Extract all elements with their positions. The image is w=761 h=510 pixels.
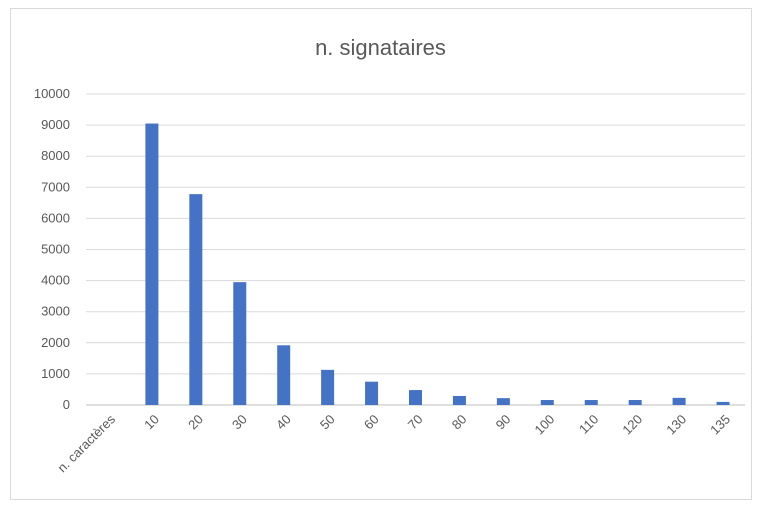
bar [584, 400, 598, 405]
chart-title: n. signataires [315, 35, 446, 60]
y-tick-label: 8000 [41, 148, 70, 163]
bar [628, 400, 642, 405]
bar [452, 395, 466, 405]
x-tick-label: 60 [361, 412, 382, 433]
x-tick-label: n. caractères [54, 411, 118, 475]
x-tick-label: 100 [531, 412, 557, 438]
y-tick-label: 5000 [41, 242, 70, 257]
x-tick-label: 130 [663, 412, 689, 438]
x-tick-label: 110 [576, 412, 601, 437]
x-tick-label: 20 [185, 412, 206, 433]
y-tick-label: 4000 [41, 273, 70, 288]
bar [409, 390, 422, 405]
bar [233, 282, 247, 405]
bar [496, 398, 510, 405]
bar [321, 369, 335, 405]
x-tick-label: 10 [141, 412, 162, 433]
x-tick-label: 70 [405, 412, 426, 433]
y-tick-label: 3000 [41, 304, 70, 319]
bar [145, 123, 159, 406]
y-tick-label: 9000 [41, 117, 70, 132]
x-axis-ticks: n. caractères 10 20 30 40 50 60 70 80 90 100 110 120… [54, 411, 733, 475]
y-tick-label: 6000 [41, 210, 70, 225]
y-tick-label: 0 [63, 397, 70, 412]
x-tick-label: 90 [493, 412, 514, 433]
bar [365, 381, 379, 405]
bar [540, 400, 554, 405]
bars [145, 123, 730, 406]
x-tick-label: 50 [317, 412, 338, 433]
bar [277, 345, 291, 405]
x-tick-label: 30 [229, 412, 250, 433]
x-tick-label: 135 [707, 412, 733, 438]
x-tick-label: 80 [449, 412, 470, 433]
y-tick-label: 7000 [41, 179, 70, 194]
bar [189, 194, 203, 405]
y-tick-label: 10000 [34, 86, 70, 101]
y-tick-label: 1000 [41, 366, 70, 381]
x-tick-label: 120 [619, 412, 645, 438]
x-tick-label: 40 [273, 412, 294, 433]
bar [716, 401, 730, 405]
y-axis-ticks: 0 1000 2000 3000 4000 5000 6000 7000 8000 9000 100… [34, 86, 70, 412]
bar [672, 397, 686, 405]
chart-frame [10, 8, 752, 500]
y-tick-label: 2000 [41, 335, 70, 350]
grid-lines [86, 93, 745, 406]
